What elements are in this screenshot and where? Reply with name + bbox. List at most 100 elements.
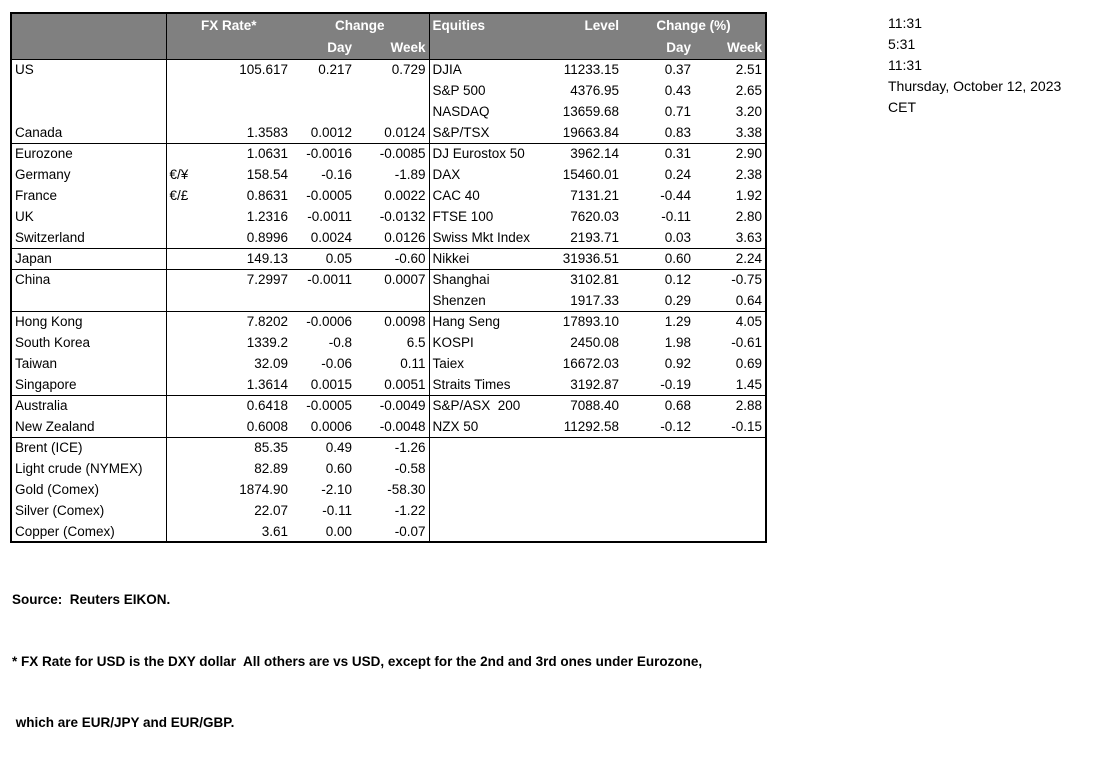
- fx-rate-value: 1874.90: [239, 482, 288, 497]
- fx-week-change-value: [355, 290, 429, 311]
- table-row: Australia 0.6418 -0.0005 -0.0049 S&P/ASX 200…: [11, 394, 767, 416]
- equity-name: DJIA: [428, 59, 543, 80]
- equity-level-value: 11292.58: [563, 418, 620, 434]
- fx-pair-label: [166, 206, 201, 227]
- equity-level-value: 13659.68: [562, 104, 620, 119]
- fx-rate-value: 32.09: [254, 356, 288, 371]
- equity-day-change-value: -0.11: [661, 209, 692, 224]
- report-date: Thursday, October 12, 2023: [888, 78, 1062, 94]
- fx-day-change-value: 0.0024: [310, 229, 352, 245]
- equity-week-subheader: Week: [694, 36, 767, 60]
- equity-name: [428, 479, 543, 500]
- equity-level-value: 15460.01: [562, 167, 620, 182]
- equity-week-change-value: 1.92: [735, 188, 763, 203]
- equity-level-value: [542, 436, 623, 458]
- fx-pair-label: [166, 80, 201, 101]
- fx-country-label: Singapore: [11, 374, 167, 395]
- equity-week-change-value: 0.64: [735, 292, 763, 308]
- equity-week-change-value: 2.80: [735, 209, 763, 224]
- table-row: New Zealand 0.6008 0.0006 -0.0048 NZX 50 1129…: [11, 416, 766, 437]
- header-spacer: [428, 36, 543, 60]
- fx-day-change-value: [291, 101, 355, 122]
- fx-pair-label: [166, 310, 201, 332]
- table-row: Brent (ICE) 85.35 0.49 -1.26: [11, 436, 767, 458]
- equity-level-value: 7131.21: [570, 188, 620, 203]
- equity-day-change-value: [622, 479, 694, 500]
- fx-week-change-value: -0.0049: [355, 394, 430, 416]
- fx-country-label: New Zealand: [11, 416, 167, 437]
- timestamp-block: 11:31 5:31 11:31 Thursday, October 12, 2…: [888, 13, 1061, 118]
- table-row: Light crude (NYMEX) 82.89 0.60 -0.58: [11, 458, 766, 479]
- fx-week-change-value: 0.0051: [384, 376, 426, 392]
- fx-day-change-value: -0.0005: [306, 188, 352, 203]
- fx-day-change-value: 0.60: [325, 461, 352, 476]
- table-row: Switzerland 0.8996 0.0024 0.0126 Swiss Mkt I…: [11, 227, 766, 248]
- fx-pair-label: [166, 458, 201, 479]
- fx-country-label: China: [11, 268, 167, 290]
- fx-week-change-value: -1.26: [355, 436, 430, 458]
- equity-week-change-value: 2.24: [694, 247, 767, 269]
- fx-day-change-value: 0.49: [291, 436, 355, 458]
- equity-level-value: 2450.08: [570, 335, 620, 350]
- fx-day-change-value: 0.217: [318, 62, 352, 78]
- equity-name: S&P 500: [428, 80, 543, 101]
- equity-level-value: [542, 479, 622, 500]
- fx-day-change-value: 0.0006: [310, 418, 352, 434]
- table-row: Germany €/¥ 158.54 -0.16 -1.89 DAX 15460.01 0.2…: [11, 164, 766, 185]
- equity-level-value: 7088.40: [542, 394, 623, 416]
- fx-rate-value: 0.8996: [246, 229, 288, 245]
- fx-pair-label: [166, 290, 201, 311]
- fx-country-label: Taiwan: [11, 353, 167, 374]
- equity-name: S&P/TSX: [428, 122, 543, 143]
- fx-week-change-value: [355, 80, 429, 101]
- fx-day-change-value: 0.0012: [310, 124, 352, 140]
- fx-rate-footnote-line-2: which are EUR/JPY and EUR/GBP.: [12, 715, 235, 730]
- fx-pair-label: €/£: [169, 188, 189, 203]
- table-row: NASDAQ 13659.68 0.71 3.20: [11, 101, 766, 122]
- fx-pair-label: [166, 479, 201, 500]
- fx-pair-label: [166, 332, 201, 353]
- fx-week-change-value: 0.0126: [384, 229, 426, 245]
- header-spacer: [542, 36, 623, 60]
- fx-rate-value: 149.13: [201, 247, 291, 269]
- equity-day-change-value: 0.37: [664, 62, 692, 78]
- fx-country-label: Germany: [11, 164, 167, 185]
- table-row: Taiwan 32.09 -0.06 0.11 Taiex 16672.03 0.92 0.6…: [11, 353, 766, 374]
- fx-rate-value: 85.35: [201, 436, 291, 458]
- fx-week-change-value: -1.22: [394, 503, 426, 518]
- table-row: Hong Kong 7.8202 -0.0006 0.0098 Hang Seng 178…: [11, 310, 767, 332]
- fx-pair-label: [166, 142, 201, 164]
- timestamp-local: 11:31: [888, 15, 922, 31]
- fx-rate-value: 1.3614: [246, 376, 288, 392]
- equity-week-change-value: [694, 458, 766, 479]
- fx-rate-value: [201, 80, 291, 101]
- fx-rate-value: 158.54: [246, 167, 288, 182]
- equity-week-change-value: 1.45: [735, 376, 763, 392]
- equity-week-change-value: 3.20: [735, 104, 763, 119]
- equity-day-change-value: [622, 436, 695, 458]
- equity-week-change-value: 2.51: [735, 62, 763, 78]
- equity-day-change-value: [622, 458, 694, 479]
- footnote-block: Source: Reuters EIKON. * FX Rate for USD…: [12, 549, 702, 775]
- fx-day-change-value: 0.00: [325, 523, 352, 539]
- equity-name: Shanghai: [428, 268, 543, 290]
- fx-rate-value: 1.0631: [201, 142, 291, 164]
- table-row: US 105.617 0.217 0.729 DJIA 11233.15 0.37 2.51: [11, 59, 766, 80]
- table-row: China 7.2997 -0.0011 0.0007 Shanghai 3102.81 0…: [11, 268, 767, 290]
- fx-pair-label: [166, 416, 201, 437]
- equity-day-change-value: -0.12: [660, 418, 692, 434]
- fx-rate-value: 0.6008: [246, 418, 288, 434]
- fx-country-label: Japan: [11, 247, 167, 269]
- fx-week-change-value: -1.89: [394, 167, 426, 182]
- fx-country-label: South Korea: [11, 332, 167, 353]
- table-row: UK 1.2316 -0.0011 -0.0132 FTSE 100 7620.03 -0.…: [11, 206, 766, 227]
- fx-pair-label: [166, 500, 201, 521]
- fx-country-label: [11, 290, 167, 311]
- equity-name: Swiss Mkt Index: [428, 227, 543, 248]
- equity-day-change-value: 0.31: [622, 142, 695, 164]
- equity-level-value: [542, 458, 622, 479]
- fx-week-subheader: Week: [355, 36, 430, 60]
- fx-country-label: Hong Kong: [11, 310, 167, 332]
- market-data-table: FX Rate* Change Equities Level Change (%…: [10, 12, 768, 543]
- table-row: S&P 500 4376.95 0.43 2.65: [11, 80, 766, 101]
